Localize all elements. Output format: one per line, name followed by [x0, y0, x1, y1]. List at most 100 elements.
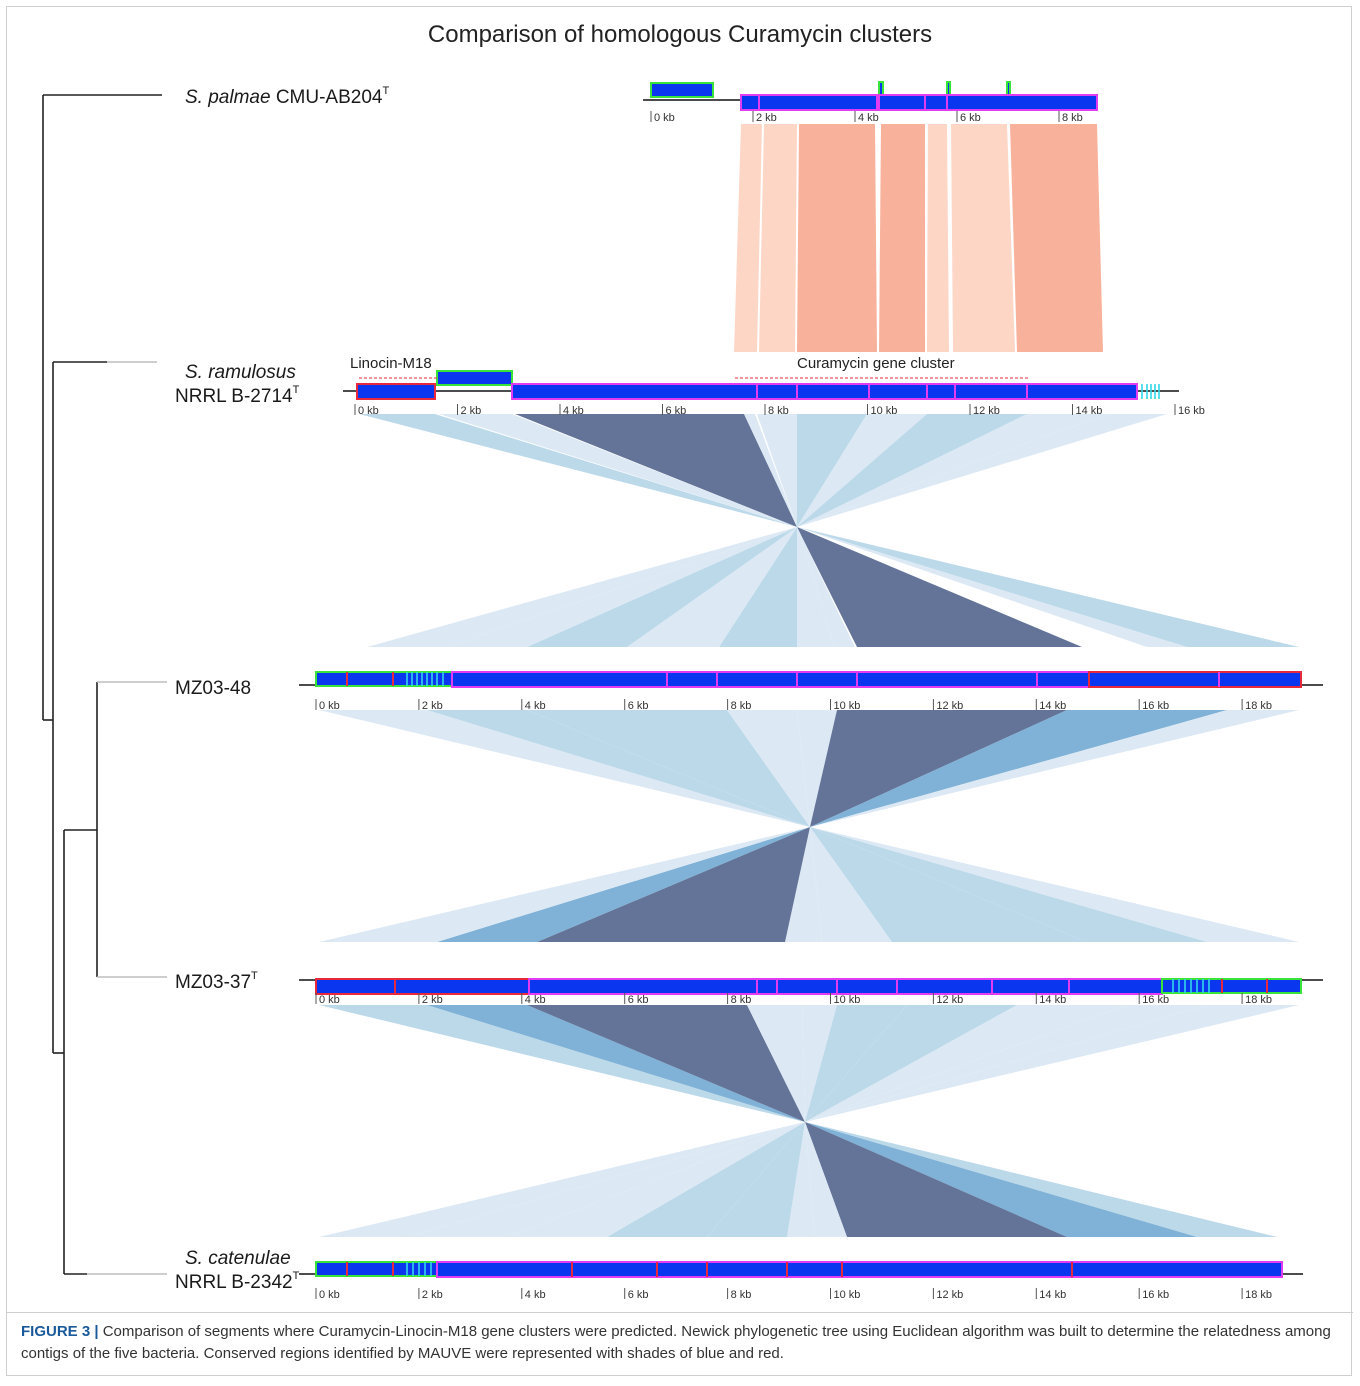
lcb-block [315, 978, 396, 995]
species-strain: MZ03-48 [175, 678, 251, 699]
homology-link-top [439, 414, 797, 527]
scale-tick-label: 18 kb [1245, 700, 1272, 712]
homology-link-bottom [797, 527, 835, 647]
scale-tick-label: 0 kb [358, 405, 379, 417]
species-label: S. palmae CMU-AB204T [185, 85, 389, 108]
homology-link-top [427, 710, 810, 827]
lcb-block [436, 1261, 1283, 1278]
scale-tick-label: 4 kb [563, 405, 584, 417]
scale-tick-label: 0 kb [319, 994, 340, 1006]
genome-track: 0 kb 2 kb 4 kb 6 kb 8 kb 10 kb 12 kb 14 kb 16 kb [343, 370, 1205, 417]
genome-track: 0 kb 2 kb 4 kb 6 kb 8 kb [643, 81, 1098, 124]
homology-link-top [515, 414, 797, 527]
lcb-block [1006, 81, 1011, 97]
homology-link-bottom [797, 527, 1082, 647]
lcb-block [511, 383, 1138, 400]
species-name-italic: S. ramulosus [185, 362, 296, 383]
lcb-block [740, 94, 878, 111]
species-strain: CMU-AB204 [276, 87, 383, 108]
homology-link-top [319, 710, 810, 827]
salmon-homology-link [759, 124, 797, 352]
lcb-block [436, 370, 513, 386]
scale-tick-label: 10 kb [834, 1289, 861, 1301]
species-label: MZ03-48 [175, 678, 251, 699]
species-name-italic: S. palmae [185, 87, 276, 108]
salmon-homology-link [927, 124, 949, 352]
homology-link-bottom [810, 827, 1299, 942]
homology-link-top [527, 1005, 805, 1122]
phylogenetic-tree [42, 94, 167, 1275]
lcb-block [946, 81, 951, 97]
homology-link-bottom [797, 527, 855, 647]
species-name-italic: S. catenulae [185, 1248, 291, 1269]
scale-tick-label: 16 kb [1142, 1289, 1169, 1301]
scale-tick-label: 8 kb [1062, 112, 1083, 124]
scale-tick-label: 18 kb [1245, 994, 1272, 1006]
species-strain: NRRL B-2342 [175, 1272, 293, 1293]
scale-tick-label: 14 kb [1076, 405, 1103, 417]
scale-tick-label: 16 kb [1142, 994, 1169, 1006]
scale-tick-label: 8 kb [731, 994, 752, 1006]
figure-caption: FIGURE 3 | Comparison of segments where … [7, 1312, 1353, 1374]
homology-link-top [359, 414, 797, 527]
genome-track: 0 kb 2 kb 4 kb 6 kb 8 kb 10 kb 12 kb 14 kb 16 kb… [299, 671, 1323, 712]
homology-link-bottom [785, 827, 822, 942]
species-label: S. catenulae NRRL B-2342T [175, 1248, 300, 1293]
scale-tick-label: 2 kb [422, 1289, 443, 1301]
caption-text: Comparison of segments where Curamycin-L… [21, 1323, 1331, 1362]
homology-links [319, 124, 1299, 1237]
homology-link-top [802, 1005, 837, 1122]
scale-tick-label: 2 kb [461, 405, 482, 417]
scale-tick-label: 8 kb [731, 700, 752, 712]
scale-tick-label: 10 kb [871, 405, 898, 417]
species-strain: MZ03-37 [175, 972, 251, 993]
scale-tick-label: 2 kb [756, 112, 777, 124]
lcb-block [528, 978, 1163, 995]
scale-tick-label: 12 kb [936, 994, 963, 1006]
lcb-block [451, 671, 1090, 688]
scale-tick-label: 4 kb [525, 994, 546, 1006]
homology-link-top [727, 710, 810, 827]
scale-tick-label: 6 kb [628, 700, 649, 712]
scale-tick-label: 2 kb [422, 994, 443, 1006]
homology-link-top [747, 1005, 805, 1122]
genome-track: 0 kb 2 kb 4 kb 6 kb 8 kb 10 kb 12 kb 14 kb 16 kb… [299, 1261, 1303, 1301]
scale-tick-label: 14 kb [1039, 700, 1066, 712]
figure-title: Comparison of homologous Curamycin clust… [427, 21, 933, 48]
lcb-block [650, 82, 714, 98]
scale-tick-label: 0 kb [319, 1289, 340, 1301]
homology-link-top [757, 414, 797, 527]
curamycin-label: Curamycin gene cluster [797, 355, 955, 372]
scale-tick-label: 12 kb [936, 700, 963, 712]
homology-link-bottom [797, 527, 1187, 647]
salmon-homology-link [734, 124, 762, 352]
type-strain-superscript: T [382, 85, 389, 97]
species-strain: NRRL B-2714 [175, 386, 293, 407]
homology-link-bottom [810, 827, 1087, 942]
type-strain-superscript: T [293, 1270, 300, 1282]
scale-tick-label: 16 kb [1142, 700, 1169, 712]
homology-link-bottom [810, 827, 892, 942]
homology-link-bottom [805, 1122, 1067, 1237]
homology-link-top [810, 710, 1299, 827]
homology-link-bottom [319, 1122, 805, 1237]
lcb-block [1161, 978, 1302, 994]
homology-link-top [805, 1005, 1299, 1122]
salmon-homology-link [879, 124, 925, 352]
scale-tick-label: 4 kb [525, 700, 546, 712]
lcb-block [394, 978, 530, 995]
linocin-label: Linocin-M18 [350, 355, 432, 372]
scale-tick-label: 16 kb [1178, 405, 1205, 417]
homology-link-top [527, 710, 810, 827]
scale-tick-label: 0 kb [654, 112, 675, 124]
scale-tick-label: 10 kb [834, 700, 861, 712]
scale-tick-label: 2 kb [422, 700, 443, 712]
lcb-block [1088, 671, 1302, 688]
scale-tick-label: 12 kb [936, 1289, 963, 1301]
homology-link-bottom [319, 827, 810, 942]
scale-tick-label: 12 kb [973, 405, 1000, 417]
type-strain-superscript: T [293, 384, 300, 396]
homology-link-top [319, 1005, 805, 1122]
lcb-block [878, 94, 1098, 111]
